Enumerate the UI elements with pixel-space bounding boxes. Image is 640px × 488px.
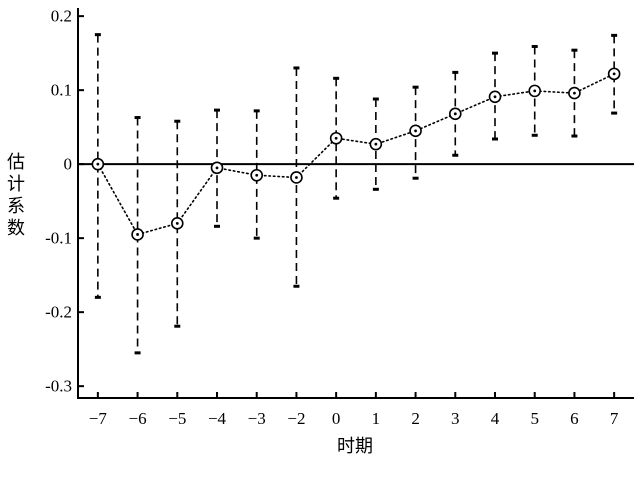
x-tick-label: −7 [89,409,108,428]
x-tick-label: −2 [287,409,305,428]
x-ticks-group: −7 −6 −5 −4 −3 −2 0 1 2 3 4 5 6 7 [89,392,619,428]
y-axis-title: 估计系数 [4,152,25,240]
x-tick-label: −5 [168,409,186,428]
data-points-group [91,67,621,241]
x-tick-label: 6 [570,409,579,428]
x-axis-title: 时期 [337,436,373,457]
data-point-center [175,221,179,225]
connecting-line-group [97,73,615,236]
x-tick-label: 0 [332,409,341,428]
data-point-center [612,72,616,76]
data-point-center [136,233,139,236]
data-point-center [453,112,457,116]
data-point-center [414,129,417,133]
data-point-center [573,91,576,95]
y-tick-label: -0.1 [45,229,72,248]
x-tick-label: 5 [530,409,539,428]
x-tick-label: 7 [610,409,619,428]
x-tick-label: 4 [491,409,500,428]
data-point-center [493,95,497,99]
x-tick-label: 3 [451,409,460,428]
axes-group [77,8,634,399]
y-tick-label: -0.3 [45,377,72,396]
y-tick-label: 0.1 [51,81,72,100]
x-tick-label: −3 [248,409,266,428]
y-ticks-group: 0.2 0.1 0 -0.1 -0.2 -0.3 [45,7,84,396]
data-point-center [374,142,378,146]
x-tick-label: 2 [411,409,420,428]
data-point-center [255,173,259,177]
error-bars-group [94,33,618,355]
data-point-center [96,162,100,166]
data-point-center [215,166,219,170]
x-tick-label: 1 [372,409,381,428]
x-tick-label: −4 [208,409,227,428]
data-point-center [295,176,298,179]
connecting-line [97,73,615,236]
y-tick-label: 0.2 [51,7,72,26]
data-point-center [533,89,537,93]
x-tick-label: −6 [129,409,147,428]
data-point-center [334,136,338,140]
y-tick-label: -0.2 [45,303,72,322]
y-tick-label: 0 [64,155,73,174]
